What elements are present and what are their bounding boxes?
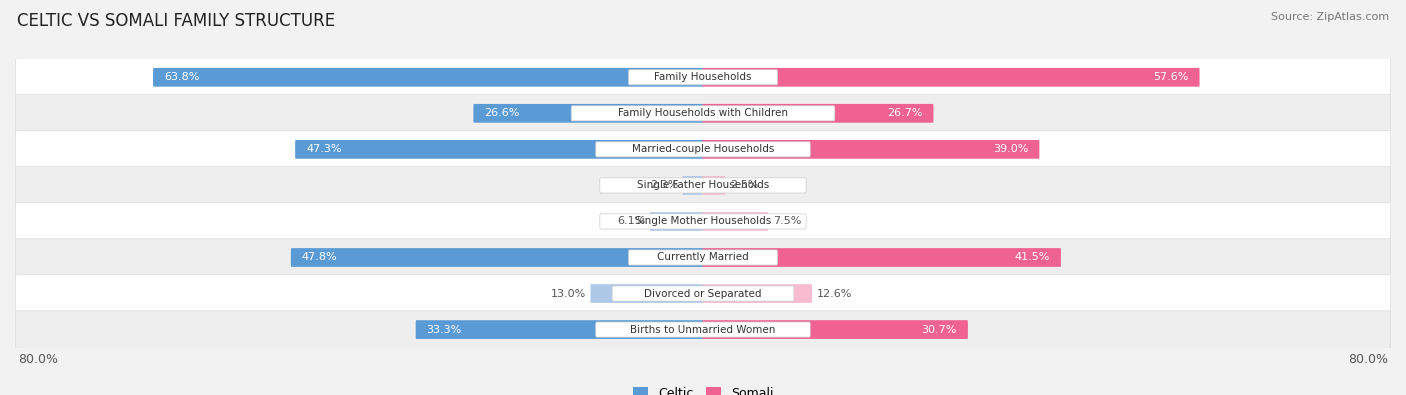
FancyBboxPatch shape <box>416 320 703 339</box>
FancyBboxPatch shape <box>591 284 703 303</box>
FancyBboxPatch shape <box>600 178 806 193</box>
FancyBboxPatch shape <box>596 322 810 337</box>
FancyBboxPatch shape <box>15 203 1391 240</box>
FancyBboxPatch shape <box>703 104 934 123</box>
Text: Currently Married: Currently Married <box>657 252 749 263</box>
Text: 41.5%: 41.5% <box>1015 252 1050 263</box>
Text: 12.6%: 12.6% <box>817 288 852 299</box>
FancyBboxPatch shape <box>683 176 703 195</box>
Text: Single Mother Households: Single Mother Households <box>636 216 770 226</box>
Text: Family Households with Children: Family Households with Children <box>619 108 787 118</box>
FancyBboxPatch shape <box>703 212 768 231</box>
Text: CELTIC VS SOMALI FAMILY STRUCTURE: CELTIC VS SOMALI FAMILY STRUCTURE <box>17 12 335 30</box>
FancyBboxPatch shape <box>703 176 725 195</box>
FancyBboxPatch shape <box>596 142 810 157</box>
Text: Married-couple Households: Married-couple Households <box>631 144 775 154</box>
Text: 80.0%: 80.0% <box>18 353 59 366</box>
Text: 6.1%: 6.1% <box>617 216 645 226</box>
FancyBboxPatch shape <box>650 212 703 231</box>
FancyBboxPatch shape <box>703 140 1039 159</box>
Text: Source: ZipAtlas.com: Source: ZipAtlas.com <box>1271 12 1389 22</box>
Text: 26.7%: 26.7% <box>887 108 922 118</box>
Text: 47.8%: 47.8% <box>302 252 337 263</box>
FancyBboxPatch shape <box>703 248 1062 267</box>
FancyBboxPatch shape <box>15 239 1391 276</box>
Legend: Celtic, Somali: Celtic, Somali <box>628 382 778 395</box>
Text: 39.0%: 39.0% <box>993 144 1029 154</box>
FancyBboxPatch shape <box>153 68 703 87</box>
FancyBboxPatch shape <box>612 286 794 301</box>
FancyBboxPatch shape <box>15 275 1391 312</box>
FancyBboxPatch shape <box>703 320 967 339</box>
FancyBboxPatch shape <box>600 214 806 229</box>
FancyBboxPatch shape <box>15 311 1391 348</box>
FancyBboxPatch shape <box>474 104 703 123</box>
FancyBboxPatch shape <box>15 94 1391 132</box>
Text: Family Households: Family Households <box>654 72 752 82</box>
Text: 80.0%: 80.0% <box>1347 353 1388 366</box>
FancyBboxPatch shape <box>703 68 1199 87</box>
Text: 63.8%: 63.8% <box>165 72 200 82</box>
Text: 2.5%: 2.5% <box>730 181 758 190</box>
FancyBboxPatch shape <box>703 284 813 303</box>
FancyBboxPatch shape <box>628 250 778 265</box>
Text: Divorced or Separated: Divorced or Separated <box>644 288 762 299</box>
FancyBboxPatch shape <box>15 131 1391 168</box>
Text: Single Father Households: Single Father Households <box>637 181 769 190</box>
FancyBboxPatch shape <box>571 106 835 121</box>
FancyBboxPatch shape <box>291 248 703 267</box>
Text: 13.0%: 13.0% <box>551 288 586 299</box>
Text: 47.3%: 47.3% <box>307 144 342 154</box>
Text: 57.6%: 57.6% <box>1153 72 1188 82</box>
FancyBboxPatch shape <box>15 58 1391 96</box>
Text: 26.6%: 26.6% <box>484 108 520 118</box>
Text: 2.3%: 2.3% <box>650 181 678 190</box>
Text: 33.3%: 33.3% <box>426 325 461 335</box>
FancyBboxPatch shape <box>628 70 778 85</box>
FancyBboxPatch shape <box>295 140 703 159</box>
Text: 30.7%: 30.7% <box>922 325 957 335</box>
Text: 7.5%: 7.5% <box>773 216 801 226</box>
Text: Births to Unmarried Women: Births to Unmarried Women <box>630 325 776 335</box>
FancyBboxPatch shape <box>15 167 1391 204</box>
